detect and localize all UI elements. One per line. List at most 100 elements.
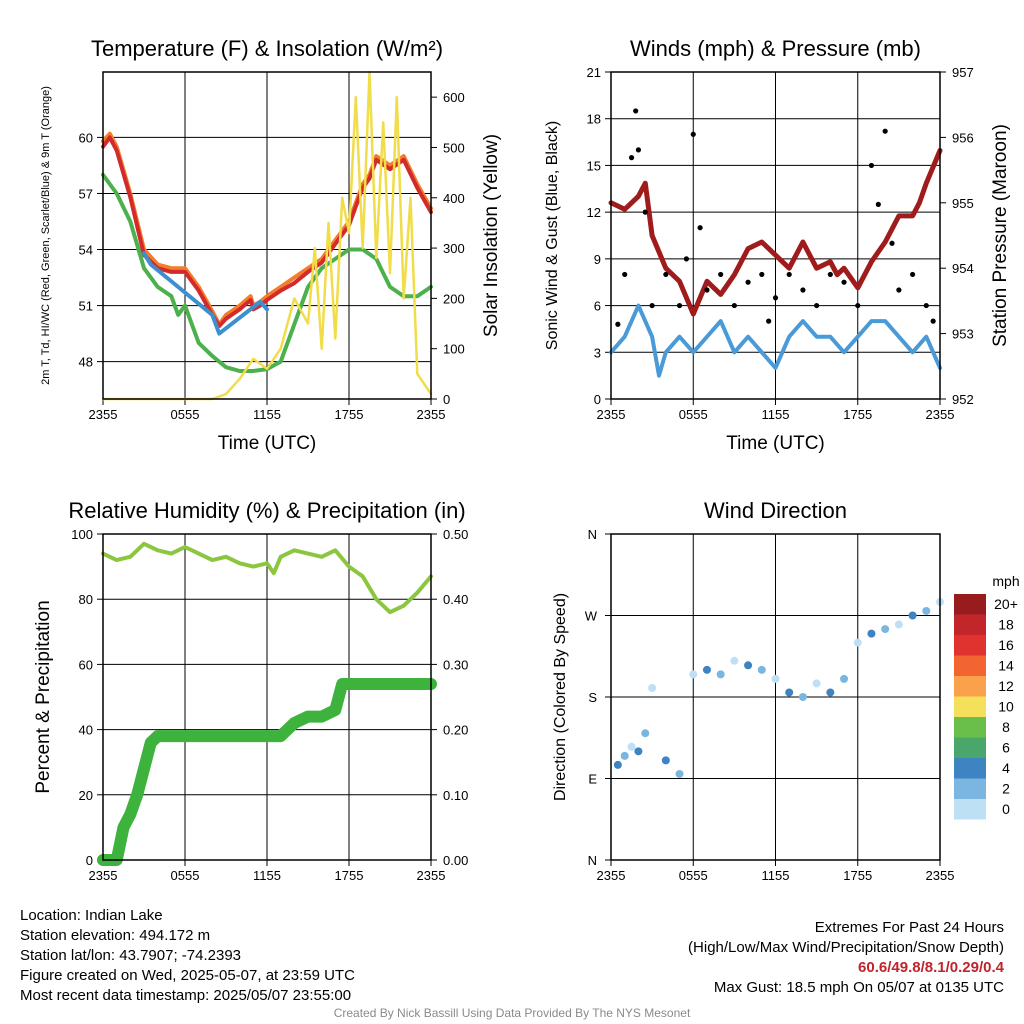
dir-direction-point: [840, 674, 849, 683]
dir-plot-frame: [610, 533, 941, 861]
rh-series-precipitation: [97, 678, 437, 866]
wind-x-axis-label: Time (UTC): [726, 433, 825, 454]
dir-direction-point: [702, 665, 711, 674]
rh-y2-tick-label: 0.00: [443, 853, 468, 868]
temp-series-wc: [142, 251, 269, 336]
dir-direction-point: [661, 756, 670, 765]
dir-direction-point: [730, 656, 739, 665]
temp-y-tick-label: 57: [79, 186, 93, 201]
wind-y2-tick-label: 952: [952, 392, 974, 407]
wind-gust-point: [642, 209, 648, 215]
wind-gust-point: [663, 271, 669, 278]
dir-direction-point: [613, 760, 622, 769]
wind-gust-point: [930, 318, 936, 324]
dir-direction-point: [853, 638, 862, 647]
rh-x-tick-label: 2355: [89, 868, 118, 883]
wind-gust-point: [633, 108, 639, 114]
legend-swatch: [954, 635, 986, 656]
location-text: Location: Indian Lake: [20, 907, 163, 924]
rh-x-tick-label: 0555: [171, 868, 200, 883]
dir-direction-point: [894, 620, 903, 629]
recent-text: Most recent data timestamp: 2025/05/07 2…: [20, 987, 352, 1004]
dir-direction-point: [826, 688, 835, 697]
legend-label: 4: [1002, 760, 1010, 776]
wind-gust-point: [786, 271, 792, 278]
wind-y2-axis-label: Station Pressure (Maroon): [990, 124, 1011, 347]
legend-label: 12: [998, 678, 1014, 694]
wind-gust-point: [868, 162, 875, 169]
temp-y2-tick-label: 500: [443, 140, 465, 155]
wind-series-station-pressure: [608, 148, 943, 317]
temp-y-tick-label: 48: [79, 355, 93, 370]
legend-label: 6: [1002, 740, 1010, 756]
dir-direction-point: [634, 747, 643, 756]
dir-direction-point: [922, 606, 931, 615]
legend-swatch: [954, 758, 986, 779]
dir-direction-point: [716, 670, 725, 679]
wind-x-tick-label: 2355: [926, 407, 955, 422]
wind-gust-point: [814, 302, 820, 309]
legend-label: 20+: [994, 596, 1018, 612]
wind-y-tick-label: 6: [594, 299, 601, 314]
dir-direction-point: [881, 625, 890, 634]
legend-label: 0: [1002, 801, 1010, 817]
dir-direction-point: [620, 751, 629, 760]
legend-swatch: [954, 696, 986, 717]
legend-label: 16: [998, 637, 1014, 653]
dir-y-tick-label: E: [588, 772, 597, 787]
legend-title: mph: [992, 573, 1019, 589]
rh-series-relative-humidity: [101, 541, 433, 615]
wind-gust-point: [628, 155, 635, 161]
wind-y-tick-label: 9: [594, 252, 601, 267]
extremes-title: Extremes For Past 24 Hours: [814, 919, 1004, 936]
wind-y-tick-label: 12: [587, 205, 601, 220]
temp-x-axis-label: Time (UTC): [218, 433, 317, 454]
legend-swatch: [954, 737, 986, 758]
temp-y-tick-label: 54: [79, 243, 93, 258]
legend-swatch: [954, 676, 986, 697]
wind-gust-point: [875, 201, 881, 207]
temp-plot-frame: [102, 71, 432, 400]
dir-y-axis-label: Direction (Colored By Speed): [552, 593, 569, 801]
rh-y2-tick-label: 0.40: [443, 592, 468, 607]
rh-x-tick-label: 1155: [253, 868, 281, 883]
wind-gust-point: [923, 302, 929, 309]
wind-x-tick-label: 1155: [762, 407, 790, 422]
temp-y2-tick-label: 300: [443, 241, 465, 256]
dir-direction-point: [867, 629, 876, 638]
temp-y-tick-label: 60: [79, 130, 93, 145]
rh-y-tick-label: 0: [86, 853, 93, 868]
temp-y2-tick-label: 0: [443, 392, 450, 407]
rh-y-tick-label: 20: [79, 788, 93, 803]
legend-label: 10: [998, 699, 1014, 715]
legend-label: 2: [1002, 781, 1010, 797]
temp-y2-tick-label: 400: [443, 191, 465, 206]
temp-x-tick-label: 2355: [89, 407, 118, 422]
dir-direction-point: [757, 665, 766, 674]
rh-x-tick-label: 2355: [417, 868, 446, 883]
dir-direction-point: [812, 679, 821, 688]
dir-direction-point: [641, 729, 650, 738]
dir-direction-point: [771, 674, 780, 683]
wind-y-tick-label: 21: [587, 65, 601, 80]
wind-y2-tick-label: 956: [952, 130, 974, 145]
rh-y2-tick-label: 0.50: [443, 527, 468, 542]
dir-x-tick-label: 1755: [843, 868, 872, 883]
wind-gust-point: [827, 271, 833, 278]
wind-gust-point: [745, 279, 751, 285]
dir-direction-point: [627, 742, 636, 751]
rh-chart-title: Relative Humidity (%) & Precipitation (i…: [68, 498, 465, 523]
dir-direction-point: [744, 661, 753, 670]
rh-y-axis-label: Percent & Precipitation: [33, 600, 54, 793]
dir-y-tick-label: N: [588, 527, 597, 542]
wind-gust-point: [889, 240, 895, 246]
rh-y-tick-label: 80: [79, 592, 93, 607]
wind-gust-point: [622, 271, 628, 278]
wind-x-tick-label: 0555: [679, 407, 708, 422]
dir-direction-point: [785, 688, 794, 697]
wind-gust-point: [718, 271, 724, 278]
dir-x-tick-label: 2355: [597, 868, 626, 883]
dir-y-tick-label: W: [585, 609, 598, 624]
extremes-values: 60.6/49.8/8.1/0.29/0.4: [858, 959, 1004, 976]
wind-x-tick-label: 2355: [597, 407, 626, 422]
